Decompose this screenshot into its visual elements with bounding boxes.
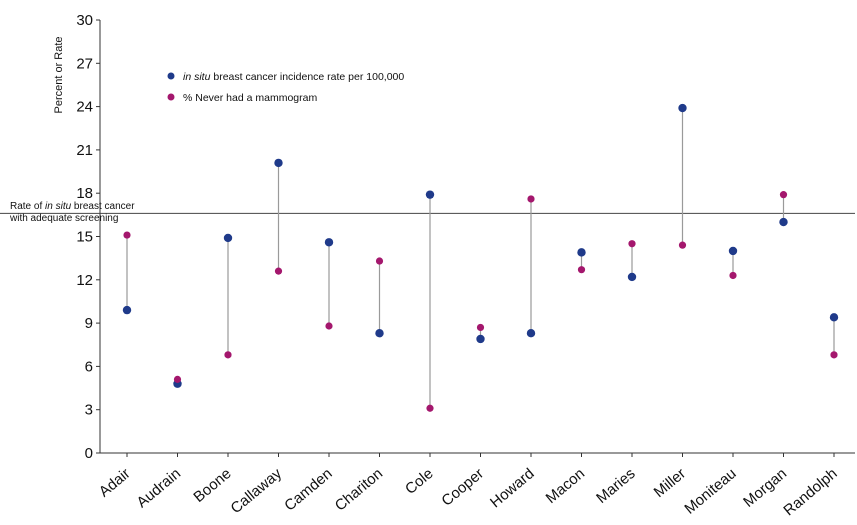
point-incidence [829, 313, 839, 322]
x-tick-label: Cole [402, 465, 437, 498]
point-mammogram [628, 240, 636, 248]
point-incidence [476, 334, 485, 344]
y-tick-label: 6 [85, 358, 93, 375]
legend: in situ breast cancer incidence rate per… [167, 71, 404, 104]
point-mammogram [729, 271, 737, 280]
point-incidence [122, 305, 132, 315]
x-tick-label: Adair [96, 465, 134, 501]
point-mammogram [123, 231, 131, 239]
x-tick-label: Boone [190, 465, 234, 506]
data-points [122, 103, 839, 412]
x-tick-label: Camden [281, 465, 335, 514]
y-tick-label: 21 [76, 142, 93, 159]
legend-marker-mammogram [167, 93, 175, 101]
x-tick-label: Audrain [134, 465, 185, 511]
legend-label-mammogram: % Never had a mammogram [183, 92, 317, 104]
point-mammogram [274, 267, 283, 275]
y-tick-label: 18 [76, 185, 93, 202]
y-tick-label: 15 [76, 229, 93, 246]
point-incidence [627, 272, 637, 282]
x-tick-label: Cooper [438, 465, 487, 510]
point-mammogram [325, 322, 333, 330]
x-tick-label: Moniteau [681, 465, 739, 518]
point-mammogram [678, 241, 687, 249]
x-tick-label: Maries [593, 465, 638, 507]
y-tick-label: 3 [85, 402, 93, 419]
point-mammogram [375, 257, 384, 265]
point-incidence [577, 248, 586, 257]
x-tick-label: Callaway [228, 465, 286, 517]
legend-label-incidence: in situ breast cancer incidence rate per… [183, 71, 404, 83]
point-mammogram [476, 323, 485, 332]
y-tick-label: 12 [76, 272, 93, 289]
reference-line-group: Rate of in situ breast cancer with adequ… [0, 201, 855, 224]
y-axis-label-group: Percent or Rate [53, 36, 65, 113]
x-tick-label: Howard [487, 465, 538, 511]
point-mammogram [173, 375, 182, 383]
point-incidence [678, 103, 687, 113]
x-tick-label: Chariton [332, 465, 386, 514]
x-tick-label: Randolph [780, 465, 840, 519]
point-incidence [526, 329, 536, 338]
point-incidence [324, 238, 334, 247]
y-ticks: 0 3 6 9 12 15 18 21 24 27 30 [76, 12, 100, 462]
point-mammogram [577, 266, 586, 274]
connectors [126, 108, 835, 409]
y-tick-label: 27 [76, 55, 93, 72]
x-tick-label: Macon [543, 465, 588, 507]
point-mammogram [224, 351, 232, 359]
y-tick-label: 30 [76, 12, 93, 29]
point-incidence [274, 158, 283, 168]
point-mammogram [830, 351, 838, 359]
axes [99, 20, 855, 454]
point-mammogram [426, 404, 434, 412]
point-mammogram [527, 195, 535, 203]
legend-marker-incidence [167, 72, 175, 80]
point-incidence [375, 329, 384, 338]
point-mammogram [779, 191, 788, 199]
point-incidence [223, 233, 233, 243]
reference-line-label: Rate of in situ breast cancer with adequ… [9, 201, 137, 224]
point-incidence [728, 246, 738, 256]
y-tick-label: 0 [85, 445, 93, 462]
y-tick-label: 9 [85, 315, 93, 332]
x-tick-label: Miller [651, 465, 689, 501]
point-incidence [779, 217, 788, 227]
y-axis-label: Percent or Rate [53, 36, 65, 113]
y-tick-label: 24 [76, 99, 93, 116]
point-incidence [425, 190, 435, 199]
